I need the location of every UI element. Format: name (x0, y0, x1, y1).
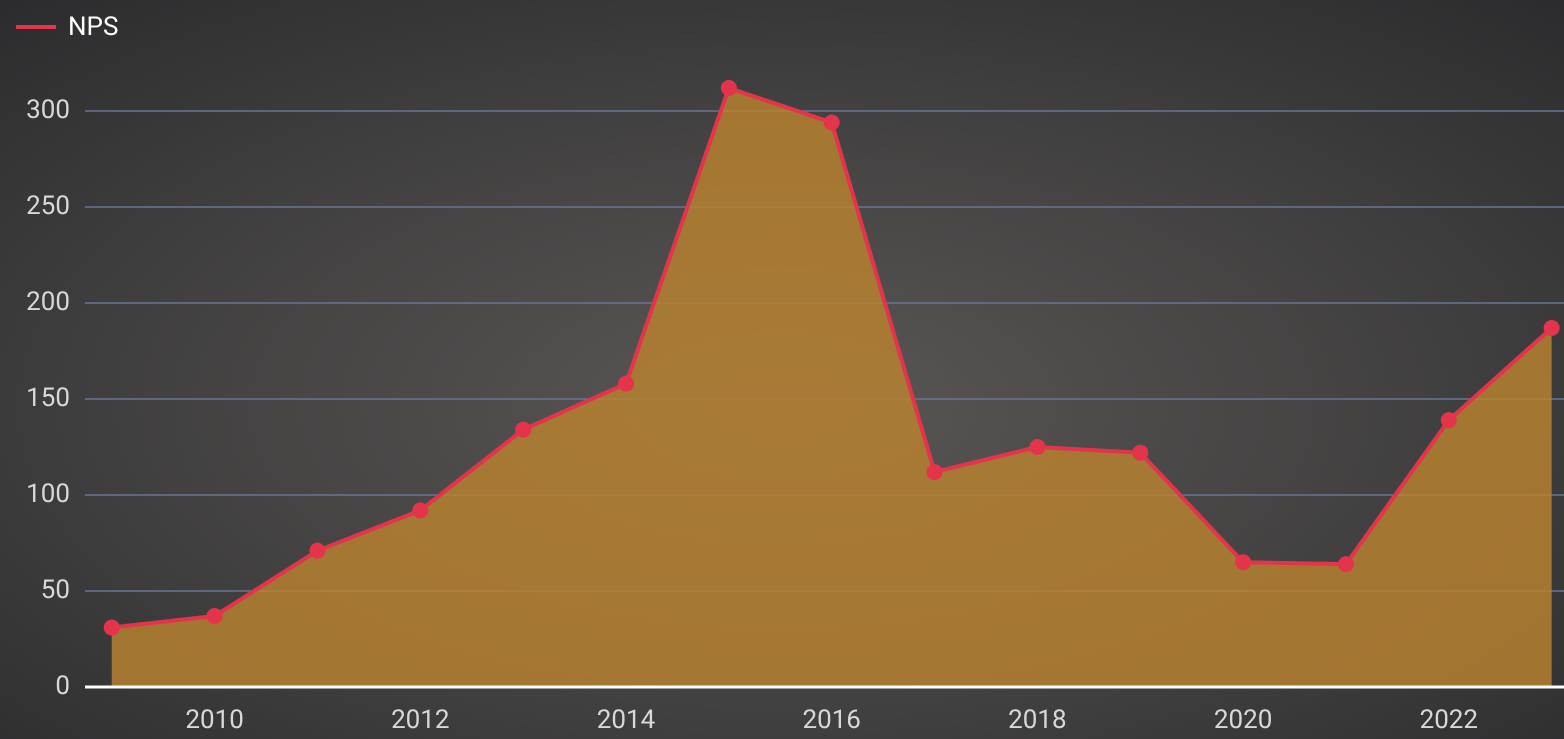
y-tick-label: 250 (26, 191, 70, 221)
point (1338, 556, 1354, 572)
point (309, 543, 325, 559)
x-tick-label: 2018 (1008, 705, 1066, 735)
y-tick-label: 150 (26, 383, 70, 413)
point (207, 608, 223, 624)
point (515, 422, 531, 438)
x-tick-label: 2012 (391, 705, 449, 735)
x-tick-label: 2014 (597, 705, 656, 735)
point (721, 80, 737, 96)
x-tick-label: 2016 (802, 705, 860, 735)
y-tick-label: 0 (55, 671, 70, 701)
page: 0 50 100 150 200 250 300 2010 2012 2014 2016 2018 20… (0, 0, 1564, 739)
y-tick-label: 50 (41, 575, 70, 605)
point (104, 619, 120, 635)
legend-label: NPS (68, 12, 118, 42)
point (1235, 554, 1251, 570)
y-tick-label: 300 (26, 95, 70, 125)
point (1544, 320, 1560, 336)
chart: 0 50 100 150 200 250 300 2010 2012 2014 2016 2018 20… (0, 0, 1564, 739)
point (412, 502, 428, 518)
y-tick-label: 200 (26, 287, 70, 317)
point (1441, 412, 1457, 428)
x-tick-label: 2022 (1420, 705, 1478, 735)
y-tick-label: 100 (26, 479, 70, 509)
point (824, 115, 840, 131)
point (927, 464, 943, 480)
x-tick-label: 2020 (1214, 705, 1272, 735)
point (1029, 439, 1045, 455)
point (618, 376, 634, 392)
x-tick-label: 2010 (185, 705, 243, 735)
point (1132, 445, 1148, 461)
